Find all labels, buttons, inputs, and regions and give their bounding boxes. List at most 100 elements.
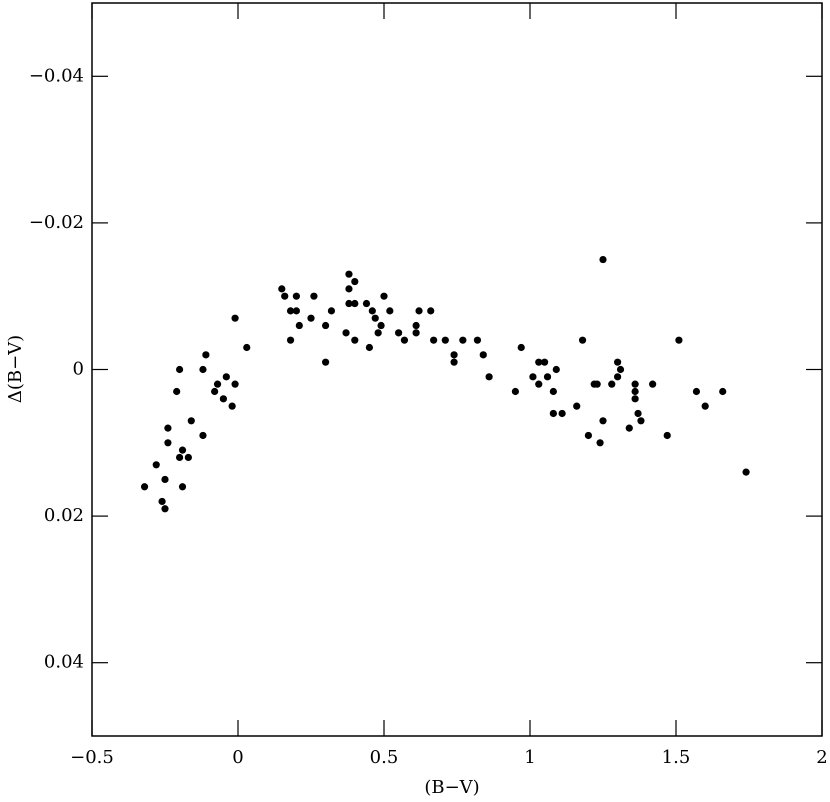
point [593, 380, 601, 388]
x-tick-label: 0 [232, 747, 243, 768]
point [459, 336, 467, 344]
point [231, 314, 239, 322]
point [541, 358, 549, 366]
point [719, 387, 727, 396]
point [161, 505, 169, 513]
y-tick-label: −0.02 [29, 212, 84, 233]
point [614, 373, 622, 381]
point [675, 336, 683, 344]
point [158, 497, 166, 506]
point [365, 343, 373, 352]
point [625, 424, 633, 432]
point [380, 292, 388, 300]
point [231, 380, 239, 388]
point [140, 483, 149, 491]
point [701, 402, 709, 410]
point [173, 387, 181, 396]
point [543, 373, 552, 381]
point [608, 380, 616, 388]
point [281, 292, 289, 300]
x-tick-label: 1.5 [662, 747, 691, 768]
point [631, 395, 639, 403]
point [395, 329, 403, 337]
point [176, 365, 184, 374]
point [599, 255, 607, 264]
y-tick-label: 0.02 [44, 505, 84, 526]
point [637, 417, 645, 425]
point [596, 439, 604, 447]
point [351, 299, 359, 308]
point [345, 270, 353, 278]
point [292, 292, 300, 300]
point [176, 453, 184, 462]
point [152, 461, 160, 469]
x-tick-label: −0.5 [70, 747, 114, 768]
point [511, 387, 519, 396]
point [529, 373, 537, 381]
point [222, 373, 230, 381]
point [634, 409, 642, 418]
point [386, 307, 394, 315]
point [307, 314, 315, 322]
y-tick-label: 0.04 [44, 652, 84, 673]
point [322, 321, 330, 330]
point [371, 314, 379, 322]
x-tick-label: 1 [524, 747, 535, 768]
y-tick-label: 0 [73, 359, 84, 380]
point [178, 446, 187, 454]
point [427, 307, 435, 315]
point [164, 439, 172, 447]
point [295, 321, 303, 330]
x-axis-label: (B−V) [424, 777, 479, 798]
point [430, 336, 438, 344]
point [535, 358, 543, 366]
point [415, 307, 423, 315]
point [228, 402, 236, 410]
point [742, 468, 750, 476]
point [243, 343, 251, 352]
point [441, 336, 449, 344]
point [517, 343, 525, 352]
x-tick-label: 0.5 [370, 747, 399, 768]
point [649, 380, 657, 388]
x-tick-label: 2 [816, 747, 827, 768]
point [374, 329, 382, 337]
point [351, 277, 359, 286]
point [599, 417, 607, 425]
point [631, 380, 639, 388]
point [400, 336, 409, 344]
point [362, 299, 371, 308]
point [578, 336, 587, 344]
point [692, 387, 701, 396]
point [368, 307, 376, 315]
point [286, 307, 295, 315]
point [558, 409, 566, 418]
point [450, 351, 458, 359]
point [616, 365, 625, 374]
point [178, 483, 187, 491]
point [485, 373, 493, 381]
point [219, 395, 227, 403]
point [199, 365, 207, 374]
point [479, 351, 487, 359]
point [184, 453, 192, 462]
point [327, 307, 336, 315]
point [164, 424, 172, 432]
point [322, 358, 330, 366]
point [552, 365, 560, 374]
point [202, 351, 210, 359]
point [278, 285, 286, 293]
point [412, 329, 420, 337]
point [286, 336, 295, 344]
point [377, 321, 385, 330]
point [213, 380, 222, 388]
point [631, 387, 639, 396]
y-axis-label: Δ(B−V) [5, 335, 26, 403]
point [663, 431, 671, 440]
point [211, 387, 219, 396]
point [345, 285, 353, 293]
point [584, 431, 593, 440]
point [614, 358, 622, 366]
